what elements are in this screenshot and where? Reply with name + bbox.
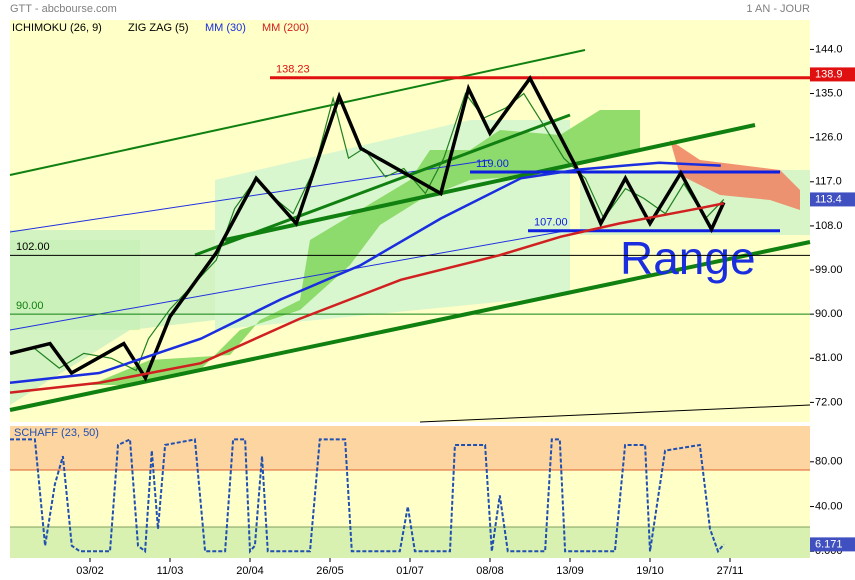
x-tick-label: 26/05 (316, 565, 344, 577)
legend-label: MM (30) (205, 22, 246, 34)
value-marker-label: 113.4 (815, 193, 842, 205)
level-label: 138.23 (276, 64, 310, 76)
chart-title: GTT - abcbourse.com (10, 3, 117, 15)
x-tick-label: 03/02 (76, 565, 104, 577)
level-label: 119.00 (476, 158, 509, 170)
y-tick-label: 135.0 (815, 87, 843, 99)
x-tick-label: 20/04 (236, 565, 264, 577)
y-tick-label: 126.0 (815, 132, 843, 144)
neutral-zone (10, 470, 810, 527)
oversold-zone (10, 527, 810, 558)
trend-line (9, 49, 586, 176)
panel-title: SCHAFF (23, 50) (14, 427, 99, 439)
x-tick-label: 11/03 (157, 565, 184, 577)
y-tick-label: 72.00 (815, 396, 843, 408)
level-label: 107.00 (534, 217, 568, 229)
ichimoku-cloud (90, 110, 640, 385)
y-tick-label: 90.00 (815, 308, 843, 320)
value-marker-label: 6.171 (815, 538, 843, 550)
y-tick-label: 40.00 (815, 500, 843, 512)
y-tick-label: 80.00 (815, 456, 843, 468)
x-tick-label: 19/10 (636, 565, 664, 577)
chart-subtitle: 1 AN - JOUR (746, 3, 810, 15)
y-tick-label: 117.0 (815, 176, 842, 188)
legend-label: MM (200) (262, 22, 309, 34)
value-marker-label: 138.9 (815, 68, 843, 80)
x-tick-label: 08/08 (476, 565, 504, 577)
x-tick-label: 27/11 (717, 565, 744, 577)
legend-label: ICHIMOKU (26, 9) (12, 22, 102, 34)
level-label: 90.00 (16, 300, 44, 312)
value-marker (810, 537, 855, 552)
value-marker (810, 67, 855, 82)
trend-line (419, 404, 811, 423)
y-tick-label: 81.00 (815, 352, 843, 364)
series-line (9, 202, 725, 394)
ichimoku-cloud (670, 140, 800, 210)
series-line (10, 437, 725, 554)
series-line (9, 161, 721, 385)
y-tick-label: 144.0 (815, 43, 843, 55)
trend-line (9, 159, 491, 233)
level-label: 102.00 (16, 241, 50, 253)
x-tick-label: 01/07 (396, 565, 424, 577)
trend-line (224, 123, 756, 242)
x-tick-label: 13/09 (556, 565, 584, 577)
y-tick-label: 108.0 (815, 220, 843, 232)
trend-line (9, 240, 811, 412)
value-marker (810, 192, 855, 207)
trend-line (9, 229, 571, 331)
annotation: Range (620, 232, 756, 284)
y-tick-label: 99.00 (815, 264, 843, 276)
legend-label: ZIG ZAG (5) (128, 22, 189, 34)
